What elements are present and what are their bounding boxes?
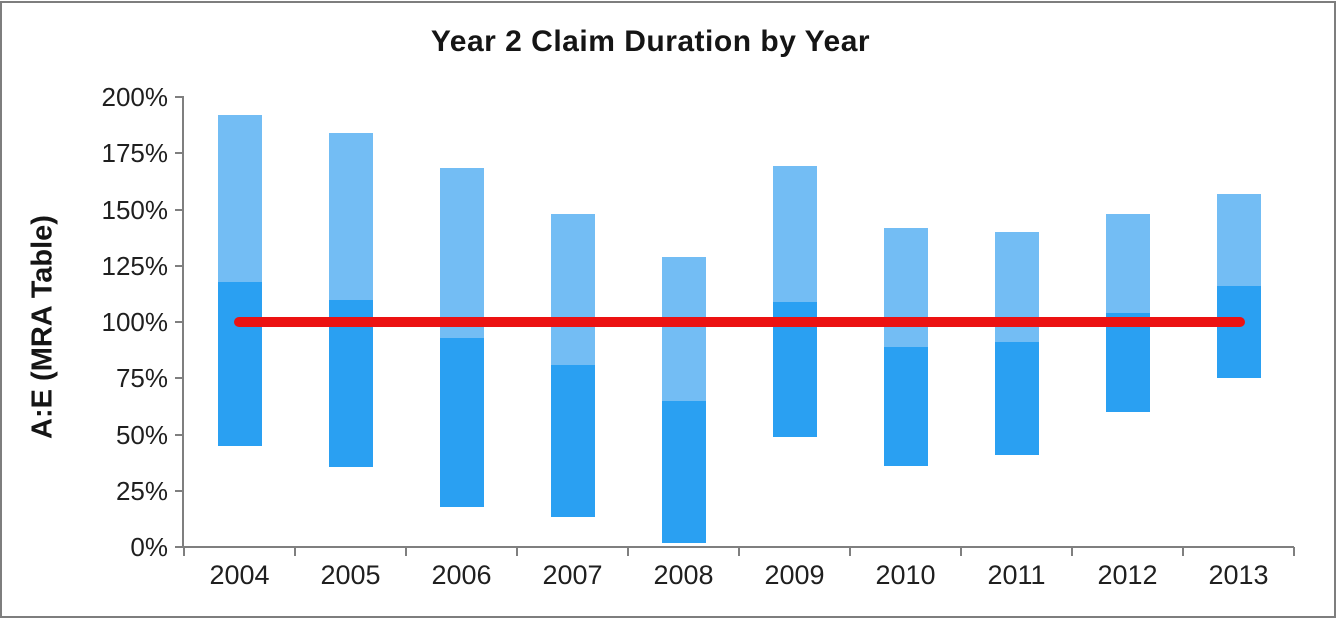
bar-2007-upper-segment: [550, 214, 595, 365]
bar-2012-upper-segment: [1105, 214, 1150, 313]
bar-2008-upper-segment: [661, 256, 706, 401]
y-tick-label: 150%: [101, 194, 169, 225]
y-tick-label: 25%: [115, 475, 168, 506]
y-axis-tick: [175, 208, 183, 211]
x-axis-tick: [960, 547, 962, 556]
x-axis-tick: [183, 547, 185, 556]
y-tick-label: 0%: [130, 532, 168, 562]
y-axis-tick: [175, 264, 183, 267]
bar-2008-lower-segment: [661, 400, 706, 543]
chart-title: Year 2 Claim Duration by Year: [430, 25, 871, 58]
x-tick-label: 2013: [1208, 560, 1269, 590]
x-axis-tick: [405, 547, 407, 556]
x-tick-label: 2011: [987, 560, 1046, 590]
y-axis-tick: [175, 433, 183, 436]
x-axis-tick: [849, 547, 851, 556]
y-tick-label: 175%: [101, 138, 169, 169]
x-axis-tick: [1071, 547, 1073, 556]
x-axis-tick: [516, 547, 518, 556]
y-axis-tick: [175, 489, 183, 492]
y-tick-label: 125%: [101, 250, 169, 281]
x-axis-tick: [1182, 547, 1184, 556]
bar-2004-lower-segment: [217, 281, 262, 446]
x-tick-label: 2007: [542, 560, 603, 590]
bar-2013-lower-segment: [1216, 286, 1261, 379]
y-axis-tick: [175, 96, 183, 98]
x-tick-label: 2010: [875, 560, 936, 590]
bar-2009-upper-segment: [772, 165, 817, 302]
x-tick-label: 2006: [431, 560, 492, 590]
bar-2010-upper-segment: [883, 227, 928, 347]
bar-2010-lower-segment: [883, 346, 928, 466]
x-axis-tick: [1293, 547, 1295, 556]
bar-2005-upper-segment: [328, 133, 373, 300]
y-tick-label: 200%: [101, 82, 169, 112]
bar-2013-upper-segment: [1216, 193, 1261, 286]
x-tick-label: 2009: [764, 560, 825, 590]
bar-2005-lower-segment: [328, 299, 373, 468]
bar-2006-upper-segment: [439, 167, 484, 338]
bar-2006-lower-segment: [439, 337, 484, 507]
x-tick-label: 2004: [209, 560, 270, 590]
bar-2012-lower-segment: [1105, 313, 1150, 412]
reference-line: [233, 317, 1245, 327]
y-axis-tick: [175, 377, 183, 380]
y-axis-tick: [175, 152, 183, 155]
x-tick-label: 2005: [320, 560, 381, 590]
y-tick-label: 50%: [115, 419, 168, 450]
y-axis-tick: [175, 321, 183, 323]
bar-2007-lower-segment: [550, 364, 595, 517]
bar-2004-upper-segment: [217, 115, 262, 282]
x-axis-tick: [738, 547, 740, 556]
x-axis-tick: [294, 547, 296, 556]
y-tick-label: 100%: [101, 307, 169, 337]
x-tick-label: 2012: [1097, 560, 1158, 590]
bar-2011-lower-segment: [994, 342, 1039, 455]
y-axis-tick: [175, 546, 183, 548]
x-axis-tick: [627, 547, 629, 556]
y-tick-label: 75%: [115, 363, 168, 394]
x-tick-label: 2008: [653, 560, 714, 590]
y-axis-line: [182, 96, 184, 548]
